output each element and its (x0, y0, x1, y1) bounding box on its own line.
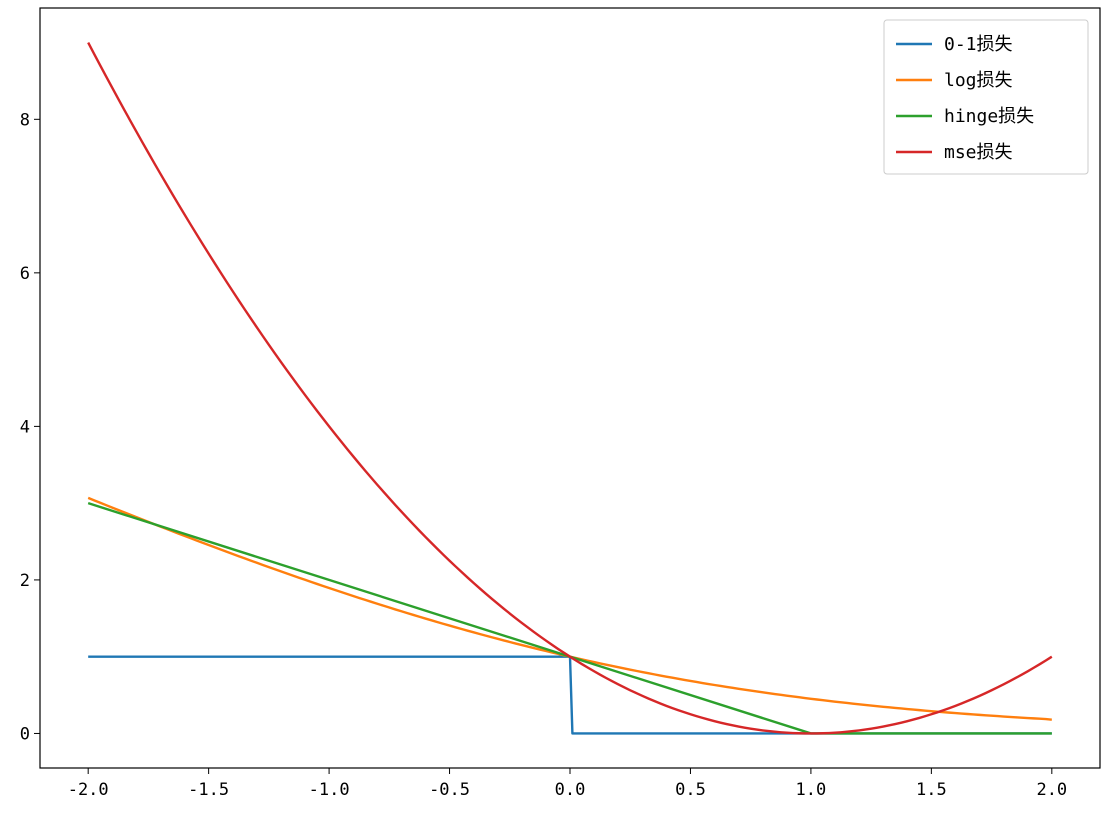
x-tick-label: 1.0 (796, 780, 827, 800)
x-tick-label: -0.5 (429, 780, 470, 800)
series-layer (87, 41, 1053, 735)
y-axis: 0 2 4 6 8 (20, 110, 40, 744)
x-tick-label: 0.5 (675, 780, 706, 800)
y-tick-label: 8 (20, 110, 30, 130)
legend: 0-1损失 log损失 hinge损失 mse损失 (883, 19, 1089, 175)
x-tick-label: 1.5 (916, 780, 947, 800)
x-tick-label: 2.0 (1036, 780, 1067, 800)
legend-box (883, 19, 1089, 175)
legend-label: mse损失 (944, 142, 1013, 163)
y-tick-label: 2 (20, 571, 30, 591)
x-tick-label: -2.0 (68, 780, 109, 800)
y-tick-label: 6 (20, 264, 30, 284)
x-tick-label: 0.0 (555, 780, 586, 800)
series-line-mse-loss (87, 41, 1053, 735)
x-axis: -2.0 -1.5 -1.0 -0.5 0.0 0.5 1.0 1.5 2.0 (68, 768, 1067, 800)
y-tick-label: 4 (20, 417, 30, 437)
x-tick-label: -1.5 (188, 780, 229, 800)
x-tick-label: -1.0 (309, 780, 350, 800)
y-tick-label: 0 (20, 724, 30, 744)
series-line-hinge-loss (87, 502, 1052, 735)
legend-label: log损失 (944, 70, 1013, 91)
legend-label: hinge损失 (944, 106, 1034, 127)
legend-label: 0-1损失 (944, 34, 1013, 55)
